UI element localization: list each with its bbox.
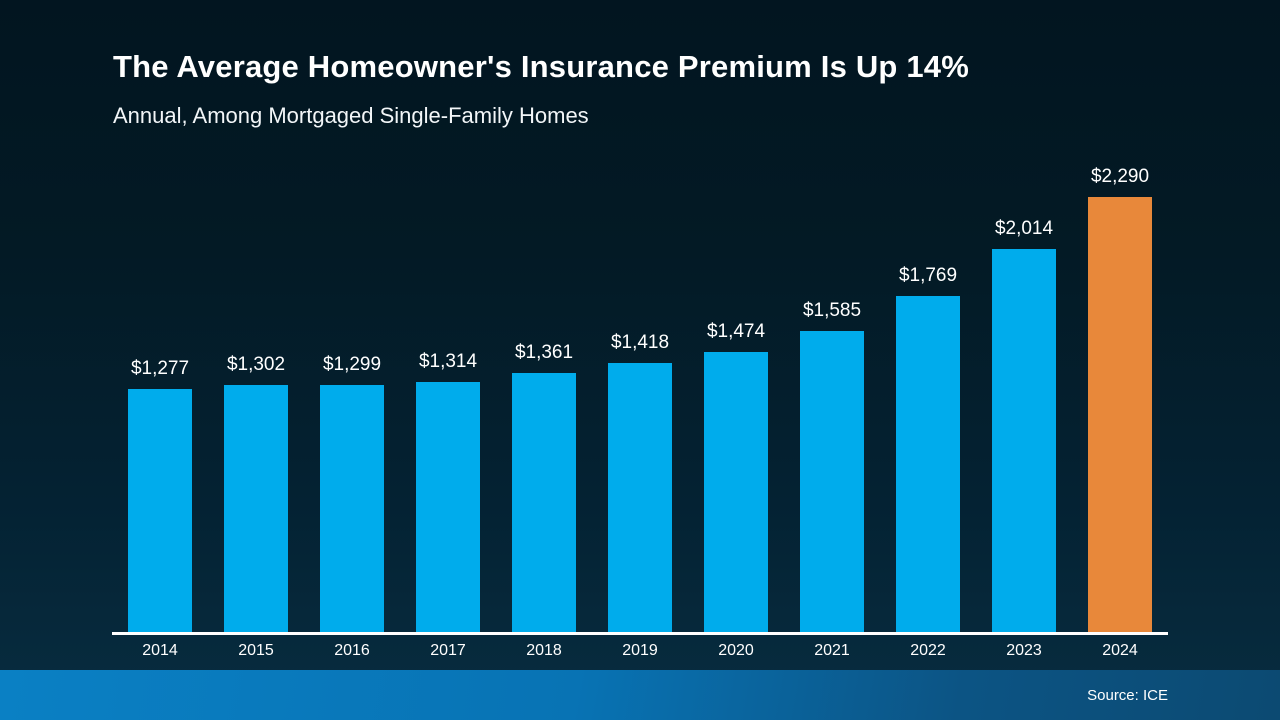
- page-title: The Average Homeowner's Insurance Premiu…: [113, 49, 970, 84]
- x-axis-tick-label: 2022: [910, 642, 946, 659]
- bar-group-2024: $2,290: [1072, 166, 1168, 632]
- x-axis-tick-label: 2018: [526, 642, 562, 659]
- bar-value-label: $1,277: [130, 358, 190, 379]
- x-axis-tick-label: 2017: [430, 642, 466, 659]
- x-axis-tick-label: 2016: [334, 642, 370, 659]
- bar-group-2022: $1,769: [880, 265, 976, 632]
- bar: [224, 385, 288, 632]
- bar-value-label: $2,290: [1090, 166, 1150, 187]
- bar-highlighted: [1088, 197, 1152, 632]
- bar-group-2021: $1,585: [784, 300, 880, 632]
- bar: [128, 389, 192, 632]
- bar-group-2020: $1,474: [688, 321, 784, 632]
- x-axis-tick-label: 2023: [1006, 642, 1042, 659]
- bar-value-label: $1,299: [322, 354, 382, 375]
- bar-group-2023: $2,014: [976, 218, 1072, 632]
- bar: [416, 382, 480, 632]
- bar-value-label: $2,014: [994, 218, 1054, 239]
- bar-value-label: $1,474: [706, 321, 766, 342]
- bar: [608, 363, 672, 632]
- bar: [992, 249, 1056, 632]
- bar: [320, 385, 384, 632]
- page-subtitle: Annual, Among Mortgaged Single-Family Ho…: [113, 103, 589, 128]
- bar-group-2017: $1,314: [400, 351, 496, 632]
- chart-plot-area: $1,277 $1,302 $1,299 $1,314 $1,361 $1,418 $1,4…: [112, 160, 1168, 635]
- x-axis-tick-label: 2021: [814, 642, 850, 659]
- bar-group-2019: $1,418: [592, 332, 688, 632]
- bar-value-label: $1,361: [514, 342, 574, 363]
- source-label: Source: ICE: [1087, 686, 1168, 704]
- bar-group-2016: $1,299: [304, 354, 400, 632]
- bar: [512, 373, 576, 632]
- x-axis-tick-label: 2020: [718, 642, 754, 659]
- x-axis-tick-label: 2014: [142, 642, 178, 659]
- bar-group-2018: $1,361: [496, 342, 592, 632]
- x-axis-tick-label: 2019: [622, 642, 658, 659]
- bar: [704, 352, 768, 632]
- x-axis-labels: 2014 2015 2016 2017 2018 2019 2020 2021 2022 2023…: [112, 635, 1168, 660]
- bar: [896, 296, 960, 632]
- bar-group-2014: $1,277: [112, 358, 208, 632]
- chart-header: The Average Homeowner's Insurance Premiu…: [113, 48, 1220, 129]
- bar-group-2015: $1,302: [208, 354, 304, 632]
- bar-value-label: $1,585: [802, 300, 862, 321]
- bar-value-label: $1,769: [898, 265, 958, 286]
- bar: [800, 331, 864, 632]
- x-axis-tick-label: 2015: [238, 642, 274, 659]
- x-axis-tick-label: 2024: [1102, 642, 1138, 659]
- bar-chart: $1,277 $1,302 $1,299 $1,314 $1,361 $1,418 $1,4…: [112, 160, 1168, 660]
- footer-band: Source: ICE: [0, 670, 1280, 720]
- bar-value-label: $1,302: [226, 354, 286, 375]
- bar-value-label: $1,418: [610, 332, 670, 353]
- bar-value-label: $1,314: [418, 351, 478, 372]
